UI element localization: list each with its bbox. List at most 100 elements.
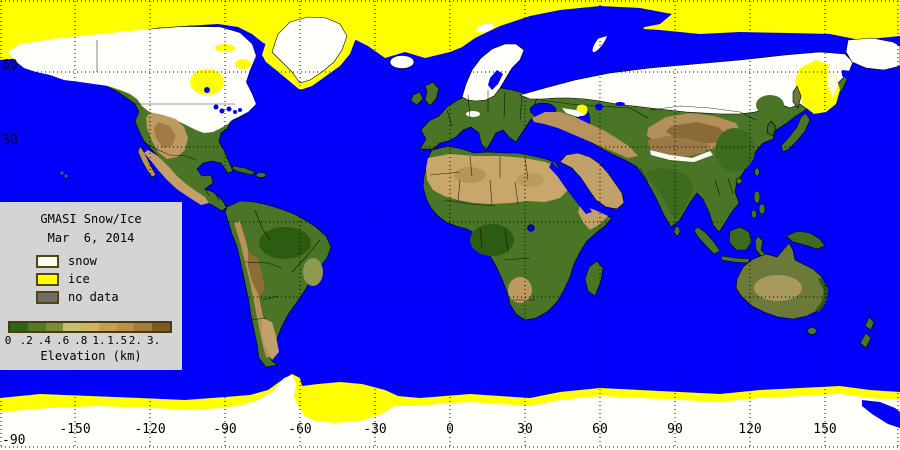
legend-item-no-data: no data (36, 290, 119, 304)
mexico-plateau (144, 150, 209, 205)
lake-balkhash (615, 102, 625, 106)
elevation-tick: 1.5 (107, 334, 128, 347)
colorbar-segment (63, 323, 82, 331)
labrador-ice (235, 59, 251, 69)
ross-sea (862, 400, 900, 428)
borneo (728, 226, 753, 251)
lat-label: 30 (2, 133, 18, 148)
legend-item-snow: snow (36, 254, 97, 268)
legend-item-label: snow (68, 254, 97, 268)
ireland (410, 91, 424, 106)
tibet-plateau (648, 136, 710, 157)
baja-california (137, 145, 157, 178)
sri-lanka (673, 226, 681, 236)
no-data-swatch (36, 290, 59, 304)
aral-sea (595, 103, 603, 111)
lon-label: -90 (213, 422, 237, 437)
hawaii (60, 171, 68, 178)
brazil-highlands (303, 258, 323, 286)
foxe-basin-ice (215, 44, 235, 52)
legend-item-label: no data (68, 290, 119, 304)
australia-east-forest (815, 277, 829, 313)
colorbar-segment (152, 323, 171, 331)
kalahari (508, 277, 532, 303)
legend-item-label: ice (68, 272, 90, 286)
cuba (231, 165, 256, 176)
rockies-high (154, 122, 176, 148)
caucasus-snow (562, 108, 585, 117)
lon-label: -120 (134, 422, 166, 437)
japan (780, 112, 811, 153)
philippines (751, 190, 766, 219)
sahara (426, 154, 568, 204)
lon-label: -30 (363, 422, 387, 437)
elevation-colorbar (8, 321, 172, 333)
elevation-tick: .6 (55, 334, 70, 347)
anatolia-iran (532, 112, 638, 158)
bering-sea (842, 70, 900, 95)
elevation-tick: 2. (128, 334, 143, 347)
colorbar-segment (81, 323, 99, 331)
elevation-tick: 0 (4, 334, 12, 347)
lon-label: 60 (592, 422, 608, 437)
baltic-sea (488, 70, 503, 90)
colorbar-segment (10, 323, 28, 331)
new-zealand-north (864, 316, 875, 331)
great-lakes (213, 104, 242, 114)
colorbar-segment (134, 323, 153, 331)
sahara-east (516, 173, 544, 187)
sakhalin (792, 85, 802, 109)
lat-label: -90 (2, 433, 26, 448)
lat-label: 60 (2, 58, 18, 73)
lon-label: -150 (59, 422, 91, 437)
greenland (271, 16, 348, 84)
congo-basin (470, 224, 514, 256)
elevation-tick: .8 (74, 334, 88, 347)
patagonia (262, 318, 279, 360)
svalbard (476, 23, 494, 33)
india-forest (645, 168, 694, 221)
taiwan (754, 167, 760, 177)
elevation-ticks: 0 .2 .4.6 .8 1. 1.5 2. 3. (0, 334, 182, 347)
colorbar-segment (45, 323, 64, 331)
elevation-tick: .4 (37, 334, 52, 347)
korea (766, 120, 777, 137)
legend-title: GMASI Snow/Ice (40, 212, 142, 226)
legend-date: Mar 6, 2014 (47, 231, 135, 245)
lon-label: 120 (738, 422, 762, 437)
snow-swatch (36, 254, 59, 268)
lon-label: 90 (667, 422, 683, 437)
colorbar-segment (98, 323, 117, 331)
europe (419, 87, 554, 151)
tasmania (807, 327, 817, 335)
hudson-bay-ice (190, 69, 224, 95)
arabia (559, 152, 625, 210)
amazon-basin (259, 227, 311, 259)
north-america-snow (8, 27, 256, 133)
lon-label: -60 (288, 422, 312, 437)
sumatra (693, 226, 721, 255)
red-sea (549, 162, 592, 214)
elevation-tick: 3. (146, 334, 161, 347)
hispaniola (255, 172, 267, 178)
elevation-tick: 1. (92, 334, 106, 347)
colorbar-segment (27, 323, 46, 331)
antarctica (0, 375, 900, 450)
sahara-west (454, 167, 486, 183)
persian-gulf (597, 152, 616, 168)
ice-swatch (36, 272, 59, 286)
east-china (715, 128, 755, 172)
great-britain (424, 81, 440, 107)
elevation-tick: .2 (19, 334, 33, 347)
australia-outback (754, 275, 802, 301)
lon-label: 30 (517, 422, 533, 437)
country-borders (96, 40, 757, 321)
lon-label: 0 (446, 422, 454, 437)
legend-item-ice: ice (36, 272, 90, 286)
new-zealand-south (859, 332, 872, 349)
lon-label: 150 (813, 422, 837, 437)
lake-victoria (527, 224, 535, 232)
